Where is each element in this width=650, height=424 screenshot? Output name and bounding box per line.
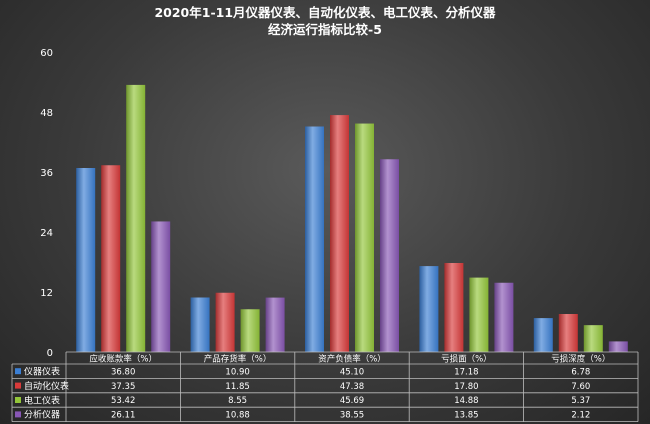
bar (215, 292, 235, 352)
bar (305, 126, 324, 352)
y-tick-label: 12 (40, 288, 53, 299)
bar (265, 297, 285, 352)
bar (330, 115, 349, 352)
bar (533, 318, 553, 352)
bar (494, 282, 514, 352)
table-cell-value: 5.37 (571, 396, 590, 406)
table-cell-value: 14.88 (454, 396, 478, 406)
table-cell-value: 10.88 (225, 411, 249, 421)
table-cell-value: 13.85 (454, 411, 478, 421)
table-cell-value: 2.12 (571, 411, 590, 421)
table-cell-value: 37.35 (111, 382, 135, 392)
legend-label: 电工仪表 (24, 394, 60, 406)
y-tick-label: 48 (40, 108, 53, 119)
bar (126, 84, 146, 353)
bar (583, 325, 603, 352)
table-cell-value: 45.10 (340, 367, 364, 377)
bar (469, 277, 489, 352)
bar (380, 159, 399, 352)
table-cell-value: 11.85 (225, 382, 249, 392)
y-axis: 0 12 24 36 48 60 (40, 48, 53, 359)
y-tick-label: 24 (40, 228, 53, 239)
y-tick-label: 60 (40, 48, 53, 59)
bar (558, 314, 578, 352)
category-label: 应收账款率（%） (89, 354, 157, 365)
table-cell-value: 7.60 (571, 382, 590, 392)
bar (240, 309, 260, 352)
table-cell-value: 17.18 (454, 367, 478, 377)
category-label: 产品存货率（%） (204, 354, 272, 365)
bar (444, 263, 464, 352)
table-cell-value: 26.11 (111, 411, 135, 421)
bar (190, 297, 210, 352)
legend-swatch (15, 411, 21, 418)
category-label: 资产负债率（%） (318, 354, 386, 365)
bar (419, 266, 439, 352)
table-cell-value: 38.55 (340, 411, 364, 421)
category-label: 亏损面（%） (441, 354, 492, 365)
legend-swatch (15, 368, 21, 375)
chart-title-line-2: 经济运行指标比较-5 (268, 22, 382, 37)
chart-title-line-1: 2020年1-11月仪器仪表、自动化仪表、电工仪表、分析仪器 (154, 5, 496, 20)
y-tick-label: 36 (40, 168, 53, 179)
data-table: 应收账款率（%） 产品存货率（%） 资产负债率（%） 亏损面（%） 亏损深度（%） 仪器仪… (11, 351, 639, 423)
legend-label: 仪器仪表 (24, 366, 60, 378)
category-label: 亏损深度（%） (551, 354, 610, 365)
y-tick-label: 0 (47, 348, 53, 359)
table-cell-value: 53.42 (111, 396, 135, 406)
bar (101, 165, 121, 352)
table-cell-value: 47.38 (340, 382, 364, 392)
bar (151, 221, 171, 352)
table-cell-value: 45.69 (340, 396, 364, 406)
table-cell-value: 17.80 (454, 382, 478, 392)
legend-label: 分析仪器 (24, 409, 60, 421)
bar (355, 123, 374, 352)
table-cell-value: 8.55 (228, 396, 247, 406)
bar (76, 168, 96, 352)
bar (608, 341, 628, 352)
legend-swatch (15, 397, 21, 403)
table-cell-value: 10.90 (225, 367, 249, 377)
bars-group (76, 84, 628, 353)
table-cell-value: 36.80 (111, 367, 135, 377)
legend-label: 自动化仪表 (24, 380, 69, 392)
legend-swatch (15, 382, 21, 389)
table-cell-value: 6.78 (571, 367, 590, 377)
